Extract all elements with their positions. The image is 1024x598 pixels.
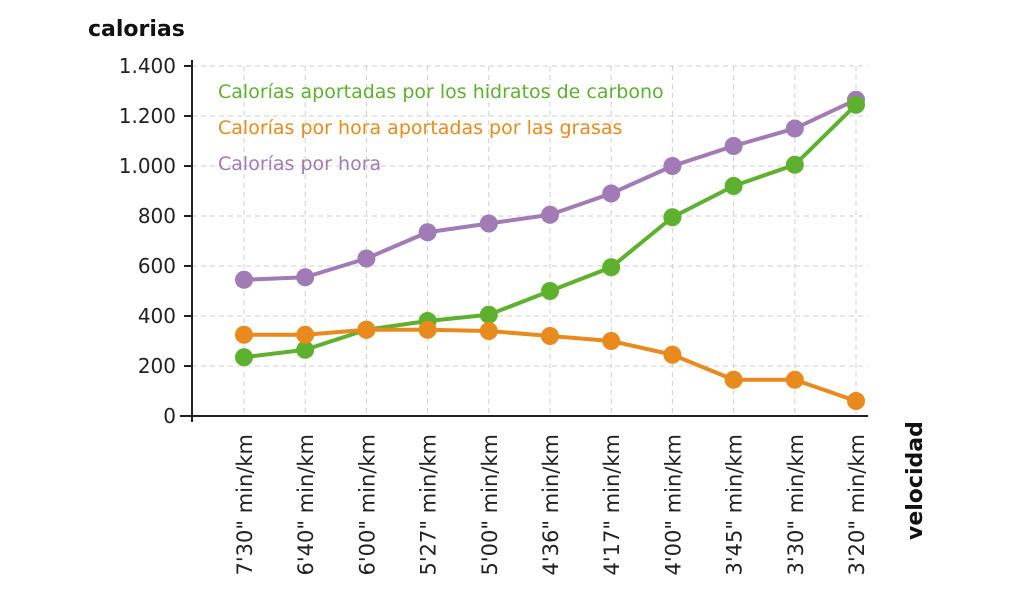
x-tick-label: 7'30" min/km (233, 434, 257, 575)
data-point (724, 370, 743, 389)
data-point (479, 305, 498, 324)
y-tick-label: 1.400 (119, 54, 176, 78)
data-point (724, 177, 743, 195)
data-point (602, 184, 621, 203)
y-tick-label: 600 (138, 254, 176, 278)
series-2 (235, 320, 865, 410)
y-tick-label: 1.000 (119, 154, 176, 178)
x-tick-label: 4'17" min/km (600, 434, 624, 575)
x-tick-label: 4'36" min/km (539, 434, 563, 575)
x-tick-labels: 7'30" min/km 6'40" min/km 6'00" min/km 5'27… (233, 434, 869, 575)
x-tick-label: 5'27" min/km (417, 434, 441, 575)
x-axis-title: velocidad (903, 421, 928, 540)
data-point (785, 119, 804, 138)
axes (180, 60, 868, 422)
y-tick-label: 1.200 (119, 104, 176, 128)
data-point (296, 268, 315, 287)
y-tick-label: 0 (163, 404, 176, 428)
x-tick-label: 3'45" min/km (723, 434, 747, 575)
x-tick-label: 5'00" min/km (478, 434, 502, 575)
series (235, 90, 865, 410)
y-tick-labels: 0 200 400 600 800 1.000 1.200 1.400 (119, 54, 192, 428)
x-tick-label: 3'30" min/km (784, 434, 808, 575)
data-point (357, 320, 376, 339)
data-point (785, 155, 804, 174)
data-point (479, 214, 498, 233)
data-point (541, 282, 559, 300)
data-point (785, 370, 804, 389)
legend: Calorías aportadas por los hidratos de c… (218, 81, 664, 175)
data-point (847, 95, 865, 114)
x-tick-label: 4'00" min/km (661, 434, 685, 575)
x-tick-label: 3'20" min/km (845, 434, 869, 575)
data-point (541, 205, 559, 224)
data-point (235, 348, 253, 367)
x-tick-label: 6'40" min/km (294, 434, 318, 575)
data-point (724, 137, 743, 155)
x-tick-label: 6'00" min/km (355, 434, 379, 575)
data-point (602, 258, 621, 277)
data-point (235, 325, 253, 344)
data-point (541, 327, 559, 345)
y-axis-title: calorias (88, 17, 185, 42)
data-point (296, 340, 315, 359)
data-point (847, 392, 865, 410)
data-point (663, 208, 682, 227)
data-point (663, 345, 682, 364)
y-tick-label: 400 (138, 304, 176, 328)
legend-entry: Calorías aportadas por los hidratos de c… (218, 81, 664, 103)
y-tick-label: 200 (138, 354, 176, 378)
y-tick-label: 800 (138, 204, 176, 228)
data-point (418, 320, 437, 339)
data-point (602, 332, 621, 350)
legend-entry: Calorías por hora (218, 153, 381, 175)
data-point (663, 157, 682, 175)
data-point (418, 223, 437, 242)
data-point (235, 270, 253, 289)
data-point (296, 325, 315, 344)
data-point (479, 322, 498, 340)
legend-entry: Calorías por hora aportadas por las gras… (218, 117, 622, 139)
data-point (357, 249, 376, 268)
